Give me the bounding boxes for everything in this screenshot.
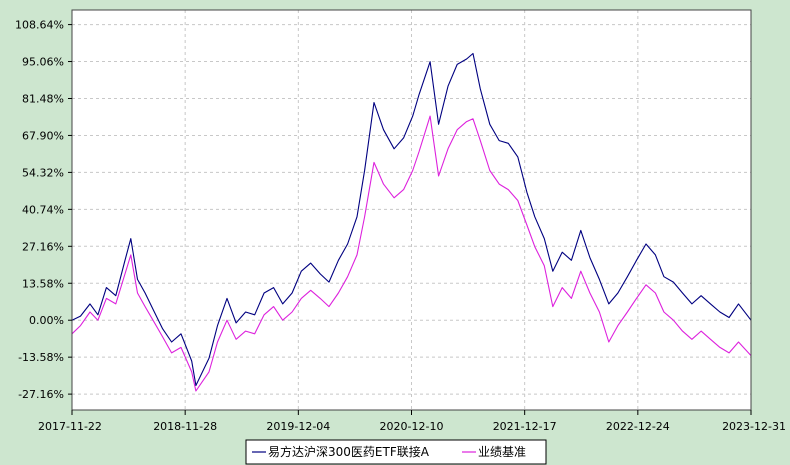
series-line-benchmark <box>71 115 752 392</box>
x-tick-label: 2020-12-10 <box>380 420 444 433</box>
legend-box <box>245 439 547 465</box>
series-line-fund <box>71 52 752 387</box>
legend-label-benchmark: 业绩基准 <box>478 445 526 459</box>
y-tick-label: 108.64% <box>15 19 64 32</box>
x-tick-label: 2023-12-31 <box>722 420 786 433</box>
x-tick-label: 2022-12-24 <box>606 420 670 433</box>
x-tick-label: 2019-12-04 <box>266 420 330 433</box>
y-tick-label: 54.32% <box>22 166 64 179</box>
legend: 易方达沪深300医药ETF联接A 业绩基准 <box>245 439 547 465</box>
y-tick-label: 81.48% <box>22 92 64 105</box>
x-tick-label: 2018-11-28 <box>153 420 217 433</box>
y-tick-label: 67.90% <box>22 129 64 142</box>
y-tick-label: -13.58% <box>18 351 64 364</box>
x-tick-label: 2021-12-17 <box>493 420 557 433</box>
x-axis: 2017-11-22 2018-11-28 2019-12-04 2020-12-10… <box>38 410 786 433</box>
y-tick-label: 13.58% <box>22 277 64 290</box>
y-tick-label: 0.00% <box>29 314 64 327</box>
y-axis: 108.64% 95.06% 81.48% 67.90% 54.32% 40.74% 27.… <box>15 19 72 401</box>
series-layer <box>71 52 752 392</box>
legend-label-fund: 易方达沪深300医药ETF联接A <box>268 444 430 459</box>
x-tick-label: 2017-11-22 <box>38 420 102 433</box>
y-tick-label: 40.74% <box>22 203 64 216</box>
y-tick-label: -27.16% <box>18 388 64 401</box>
grid-lines <box>72 10 751 410</box>
y-tick-label: 95.06% <box>22 56 64 69</box>
y-tick-label: 27.16% <box>22 240 64 253</box>
